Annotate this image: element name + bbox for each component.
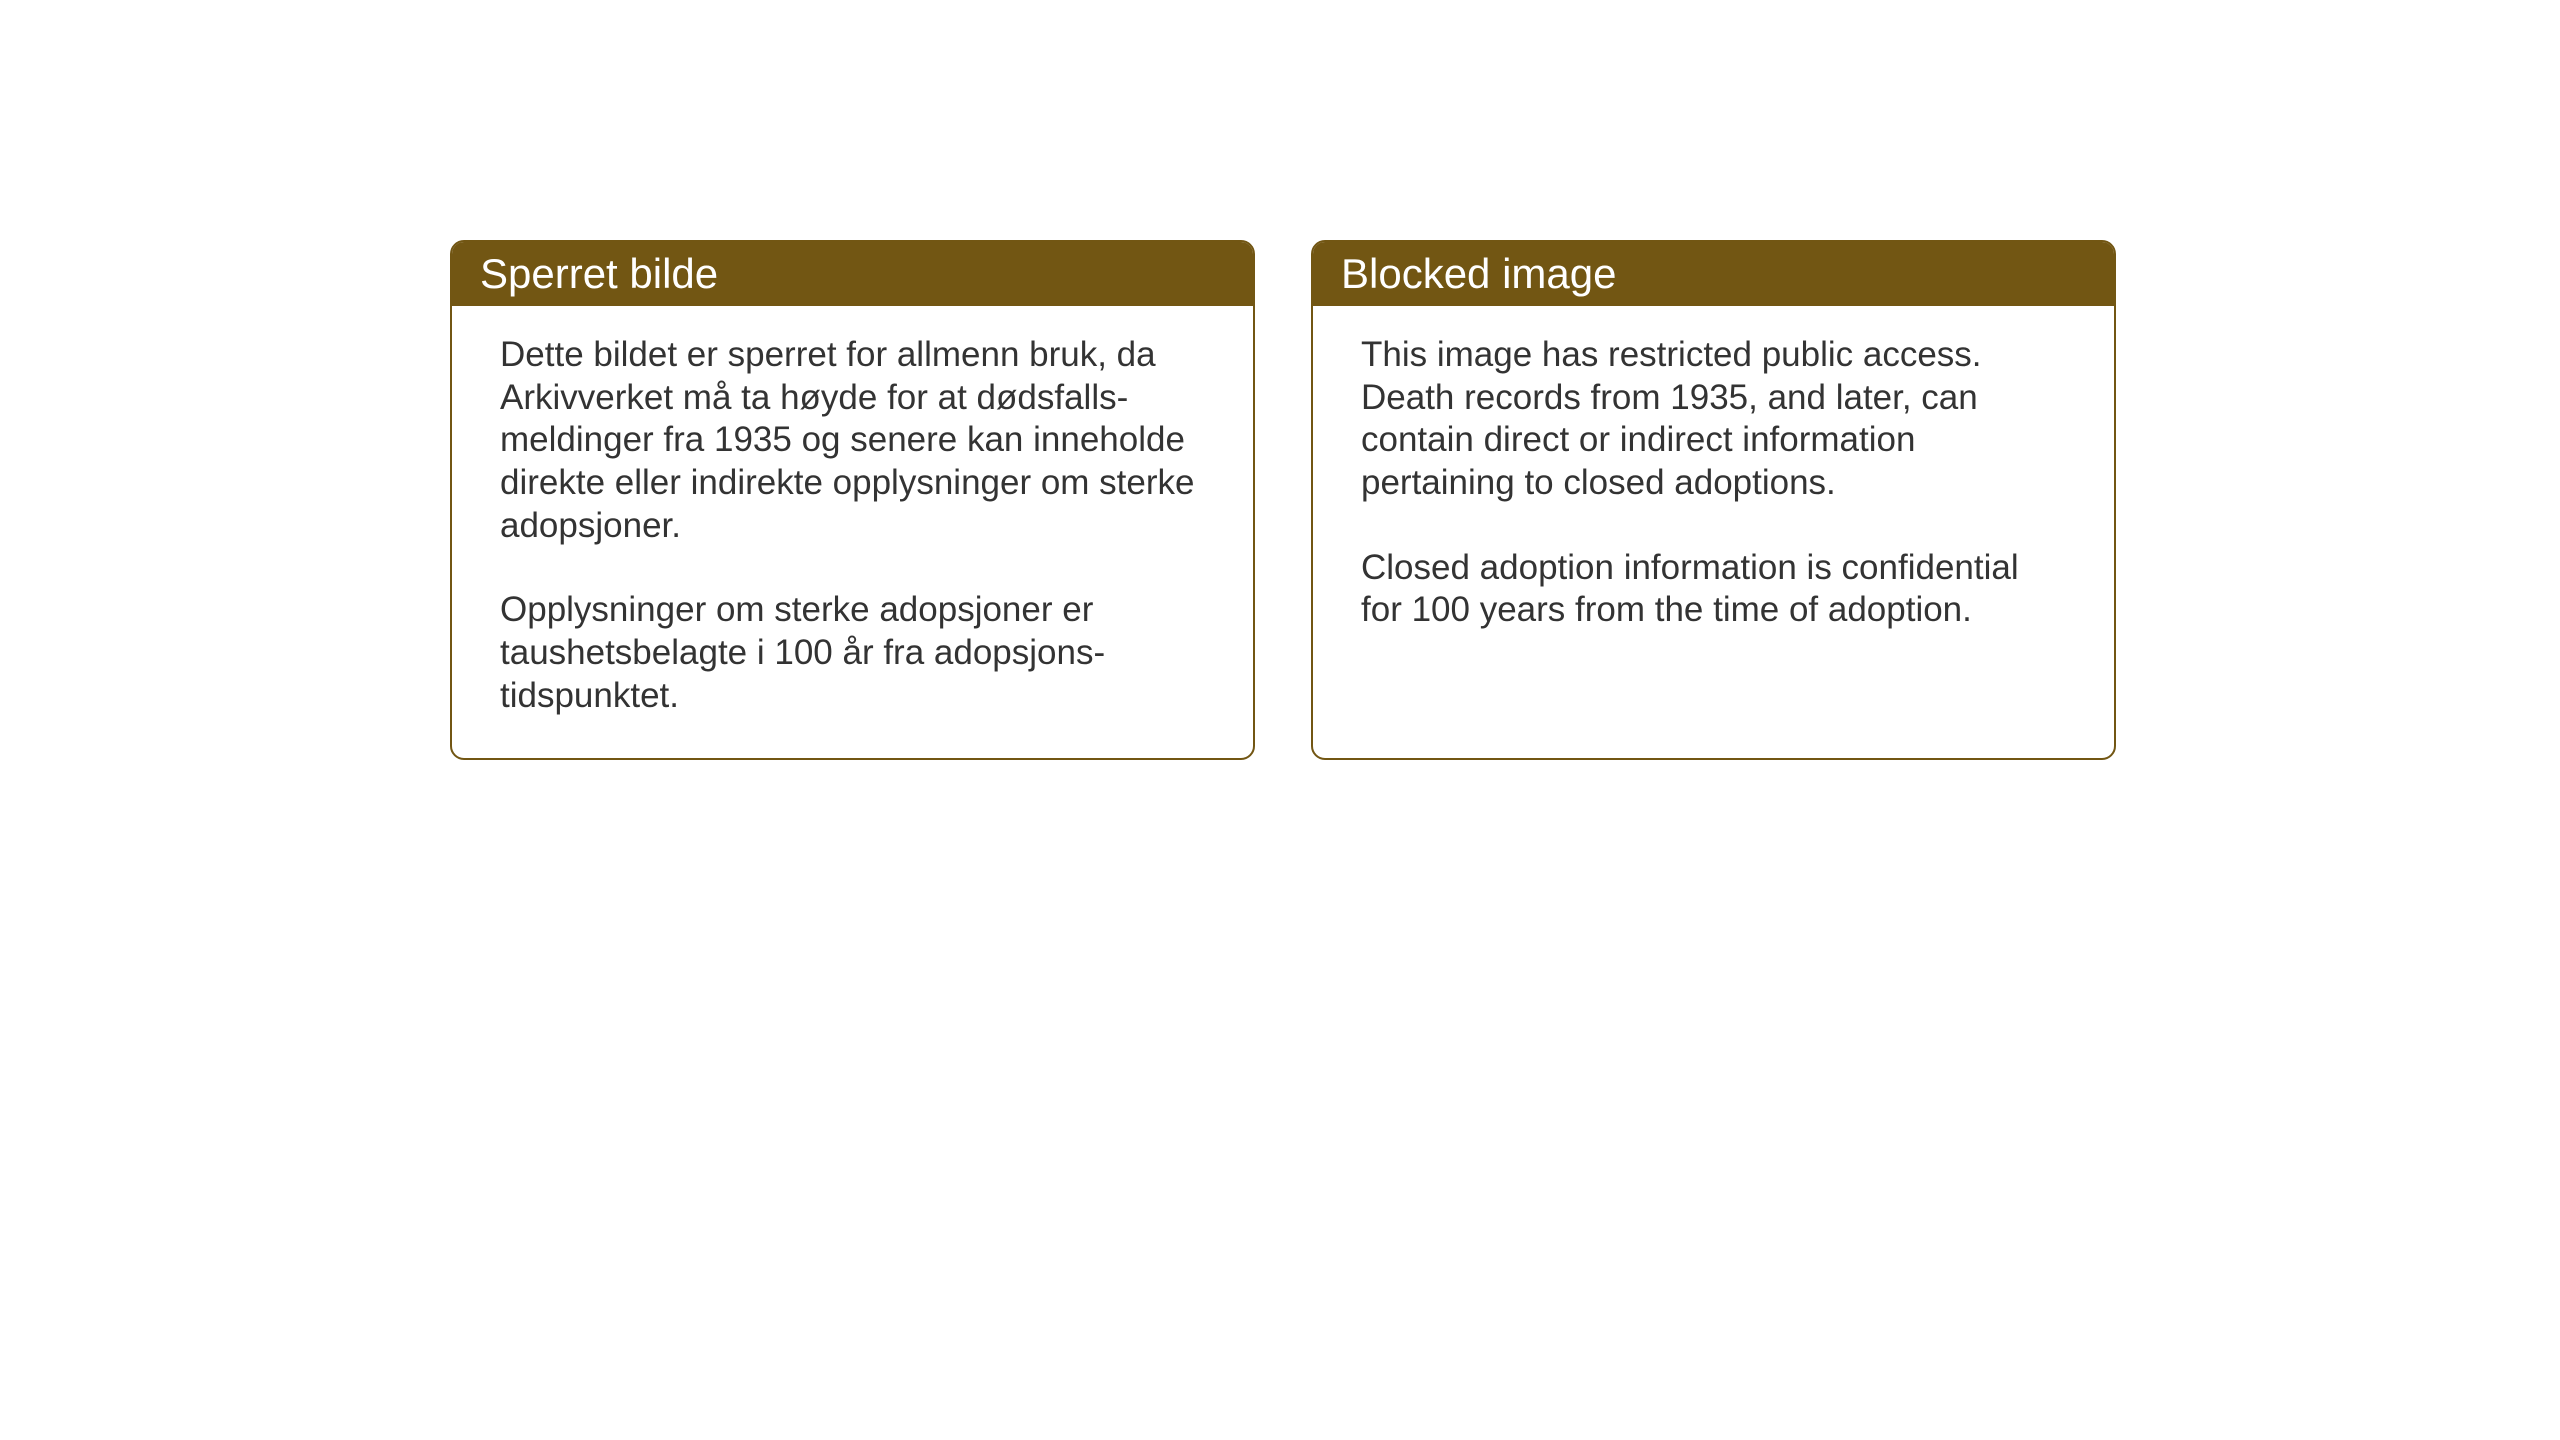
card-english-header: Blocked image: [1313, 242, 2114, 306]
card-norwegian: Sperret bilde Dette bildet er sperret fo…: [450, 240, 1255, 760]
card-english: Blocked image This image has restricted …: [1311, 240, 2116, 760]
card-norwegian-paragraph-2: Opplysninger om sterke adopsjoner er tau…: [500, 589, 1205, 717]
card-norwegian-body: Dette bildet er sperret for allmenn bruk…: [452, 306, 1253, 758]
card-english-paragraph-2: Closed adoption information is confident…: [1361, 547, 2066, 632]
card-english-body: This image has restricted public access.…: [1313, 306, 2114, 672]
card-norwegian-title: Sperret bilde: [480, 250, 718, 297]
cards-container: Sperret bilde Dette bildet er sperret fo…: [450, 240, 2116, 760]
card-english-paragraph-1: This image has restricted public access.…: [1361, 334, 2066, 505]
card-english-title: Blocked image: [1341, 250, 1616, 297]
card-norwegian-header: Sperret bilde: [452, 242, 1253, 306]
card-norwegian-paragraph-1: Dette bildet er sperret for allmenn bruk…: [500, 334, 1205, 547]
